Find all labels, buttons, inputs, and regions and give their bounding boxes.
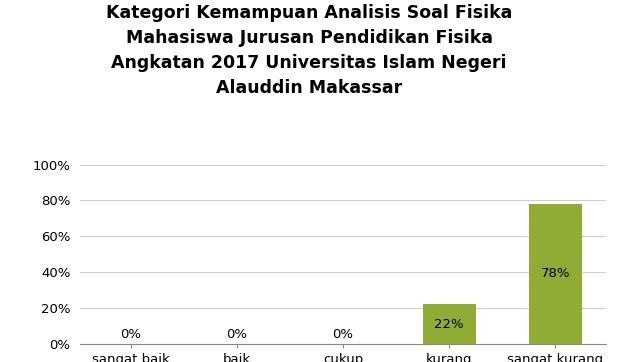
Text: 0%: 0% [226,328,247,341]
Bar [423,304,476,344]
Text: 78%: 78% [541,268,570,281]
Bar [529,204,582,344]
Text: 0%: 0% [332,328,353,341]
Text: 22%: 22% [434,318,464,331]
Text: Kategori Kemampuan Analisis Soal Fisika
Mahasiswa Jurusan Pendidikan Fisika
Angk: Kategori Kemampuan Analisis Soal Fisika … [106,4,512,97]
Text: 0%: 0% [121,328,142,341]
